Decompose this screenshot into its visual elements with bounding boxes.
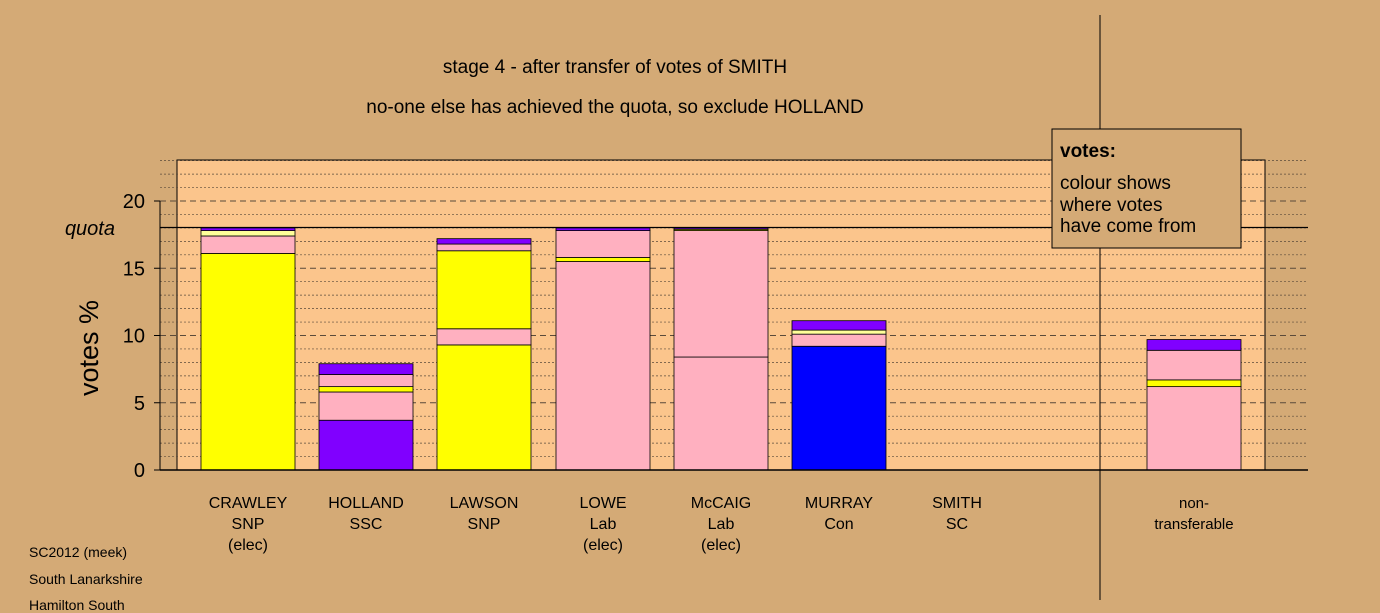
bar-segment: [200, 230, 296, 237]
y-tick-label: 15: [123, 258, 145, 280]
chart-title: stage 4 - after transfer of votes of SMI…: [443, 57, 787, 78]
x-tick-label: LOWE: [579, 495, 626, 512]
bar-segment: [200, 253, 296, 471]
legend-box: [1051, 128, 1242, 249]
footer-line: South Lanarkshire: [29, 571, 143, 587]
bar-segment: [673, 230, 769, 358]
x-tick-label: CRAWLEY: [209, 495, 288, 512]
footer-line: SC2012 (meek): [29, 544, 128, 560]
x-tick-label: (elec): [228, 537, 268, 554]
bar-segment: [791, 329, 887, 335]
y-tick-label: 0: [134, 460, 145, 482]
x-tick-label: McCAIG: [691, 495, 751, 512]
chart: 0 5 10 15 20 quota votes % stage 4 - after t…: [65, 15, 1308, 600]
bar-segment: [555, 227, 651, 231]
bar-segment: [436, 344, 532, 471]
legend-line: where votes: [1059, 195, 1162, 216]
bar-segment: [436, 243, 532, 252]
legend-title: votes:: [1060, 141, 1116, 162]
bar-segment: [555, 257, 651, 262]
y-tick-label: 5: [134, 393, 145, 415]
bar-segment: [791, 345, 887, 471]
y-tick-label: 20: [123, 191, 145, 213]
x-tick-label: MURRAY: [805, 495, 873, 512]
legend: votes: colour shows where votes have com…: [1051, 128, 1242, 249]
bar-segment: [555, 230, 651, 258]
bar-segment: [318, 363, 414, 375]
x-tick-label: (elec): [701, 537, 741, 554]
legend-line: colour shows: [1060, 173, 1171, 194]
x-tick-label: Con: [824, 516, 853, 533]
x-tick-label: LAWSON: [450, 495, 519, 512]
bar-segment: [318, 419, 414, 471]
bars: [200, 227, 1242, 471]
bar-segment: [318, 374, 414, 388]
x-tick-label: SMITH: [932, 495, 982, 512]
bar-segment: [791, 333, 887, 347]
x-tick-label: SNP: [468, 516, 501, 533]
x-tick-label: Lab: [708, 516, 735, 533]
y-axis-label: votes %: [74, 300, 104, 396]
x-tick-label: SNP: [232, 516, 265, 533]
x-labels: CRAWLEY SNP (elec) HOLLAND SSC LAWSON SNP LOWE L…: [209, 495, 1234, 554]
footer-line: Hamilton South: [29, 597, 125, 613]
bar-segment: [1146, 349, 1242, 381]
bar-segment: [1146, 379, 1242, 388]
y-ticks: 0 5 10 15 20: [123, 191, 160, 482]
bar-segment: [436, 238, 532, 245]
bar-segment: [318, 386, 414, 393]
bar-segment: [1146, 386, 1242, 471]
quota-label: quota: [65, 218, 115, 240]
x-tick-label: (elec): [583, 537, 623, 554]
x-tick-label: transferable: [1154, 516, 1233, 533]
bar-segment: [791, 320, 887, 331]
bar-segment: [200, 227, 296, 231]
bar-segment: [673, 356, 769, 471]
bar-segment: [436, 250, 532, 330]
chart-subtitle: no-one else has achieved the quota, so e…: [366, 97, 863, 118]
bar-segment: [1146, 339, 1242, 351]
x-tick-label: Lab: [590, 516, 617, 533]
x-tick-label: SSC: [350, 516, 383, 533]
bar-segment: [200, 235, 296, 254]
legend-line: have come from: [1060, 216, 1196, 237]
bar-segment: [555, 261, 651, 471]
x-tick-label: SC: [946, 516, 968, 533]
bar-segment: [318, 391, 414, 421]
x-tick-label: HOLLAND: [328, 495, 404, 512]
bar-segment: [436, 328, 532, 346]
y-tick-label: 10: [123, 326, 145, 348]
x-tick-label: non-: [1179, 495, 1209, 512]
